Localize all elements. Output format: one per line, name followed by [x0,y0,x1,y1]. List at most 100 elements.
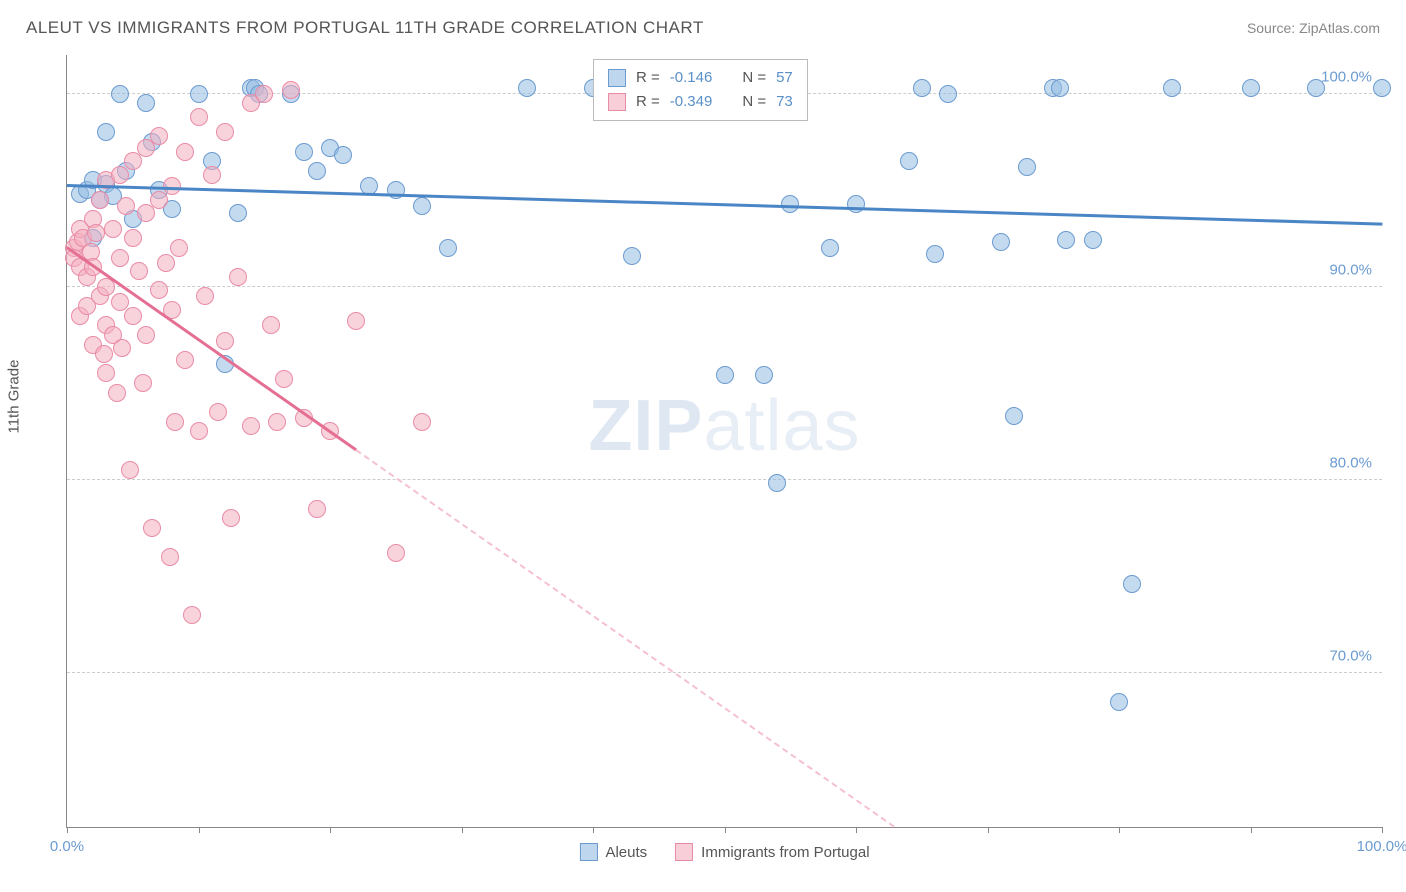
data-point [1051,79,1069,97]
data-point [222,509,240,527]
y-tick-label: 100.0% [1321,68,1372,85]
r-value: -0.349 [670,90,713,114]
data-point [229,268,247,286]
y-axis-label: 11th Grade [6,359,23,433]
x-tick [1382,827,1383,833]
data-point [1307,79,1325,97]
data-point [196,287,214,305]
data-point [295,143,313,161]
x-tick [330,827,331,833]
data-point [413,413,431,431]
x-tick [593,827,594,833]
data-point [108,384,126,402]
data-point [1018,158,1036,176]
data-point [623,247,641,265]
x-tick [462,827,463,833]
data-point [87,224,105,242]
trend-line-dashed [356,449,895,827]
data-point [847,195,865,213]
data-point [308,162,326,180]
data-point [262,316,280,334]
data-point [113,339,131,357]
legend-swatch [608,93,626,111]
gridline [67,479,1382,480]
gridline [67,672,1382,673]
data-point [216,332,234,350]
watermark-rest: atlas [703,386,860,466]
correlation-legend: R = -0.146 N = 57R = -0.349 N = 73 [593,59,808,121]
legend-item: Aleuts [579,843,647,861]
data-point [150,127,168,145]
data-point [255,85,273,103]
data-point [124,307,142,325]
r-label: R = [636,90,660,114]
data-point [1084,231,1102,249]
legend-item: Immigrants from Portugal [675,843,869,861]
n-value: 73 [776,90,793,114]
y-tick-label: 80.0% [1329,454,1372,471]
n-label: N = [742,66,766,90]
legend-label: Aleuts [605,844,647,861]
data-point [242,417,260,435]
data-point [347,312,365,330]
data-point [992,233,1010,251]
y-tick-label: 70.0% [1329,647,1372,664]
gridline [67,286,1382,287]
x-tick [199,827,200,833]
data-point [926,245,944,263]
data-point [768,474,786,492]
data-point [117,197,135,215]
data-point [439,239,457,257]
data-point [755,366,773,384]
data-point [176,143,194,161]
data-point [124,152,142,170]
data-point [183,606,201,624]
x-tick-label: 100.0% [1357,838,1406,855]
data-point [111,249,129,267]
legend-swatch [608,69,626,87]
watermark: ZIPatlas [588,385,860,467]
n-value: 57 [776,66,793,90]
trend-line [67,184,1382,225]
data-point [229,204,247,222]
data-point [413,197,431,215]
legend-row: R =-0.146N =57 [608,66,793,90]
data-point [1005,407,1023,425]
data-point [1110,693,1128,711]
data-point [334,146,352,164]
data-point [157,254,175,272]
n-label: N = [742,90,766,114]
data-point [137,326,155,344]
data-point [203,166,221,184]
data-point [716,366,734,384]
data-point [161,548,179,566]
data-point [104,220,122,238]
data-point [143,519,161,537]
x-tick [67,827,68,833]
watermark-bold: ZIP [588,386,703,466]
data-point [518,79,536,97]
data-point [1373,79,1391,97]
data-point [387,544,405,562]
legend-row: R = -0.349 N = 73 [608,90,793,114]
data-point [216,123,234,141]
x-tick [725,827,726,833]
x-tick [856,827,857,833]
data-point [170,239,188,257]
data-point [190,108,208,126]
legend-swatch [579,843,597,861]
data-point [97,364,115,382]
y-tick-label: 90.0% [1329,261,1372,278]
data-point [913,79,931,97]
r-value: -0.146 [670,66,713,90]
data-point [176,351,194,369]
data-point [821,239,839,257]
data-point [134,374,152,392]
data-point [130,262,148,280]
data-point [97,123,115,141]
data-point [900,152,918,170]
data-point [1057,231,1075,249]
data-point [190,85,208,103]
data-point [137,94,155,112]
x-tick [1251,827,1252,833]
